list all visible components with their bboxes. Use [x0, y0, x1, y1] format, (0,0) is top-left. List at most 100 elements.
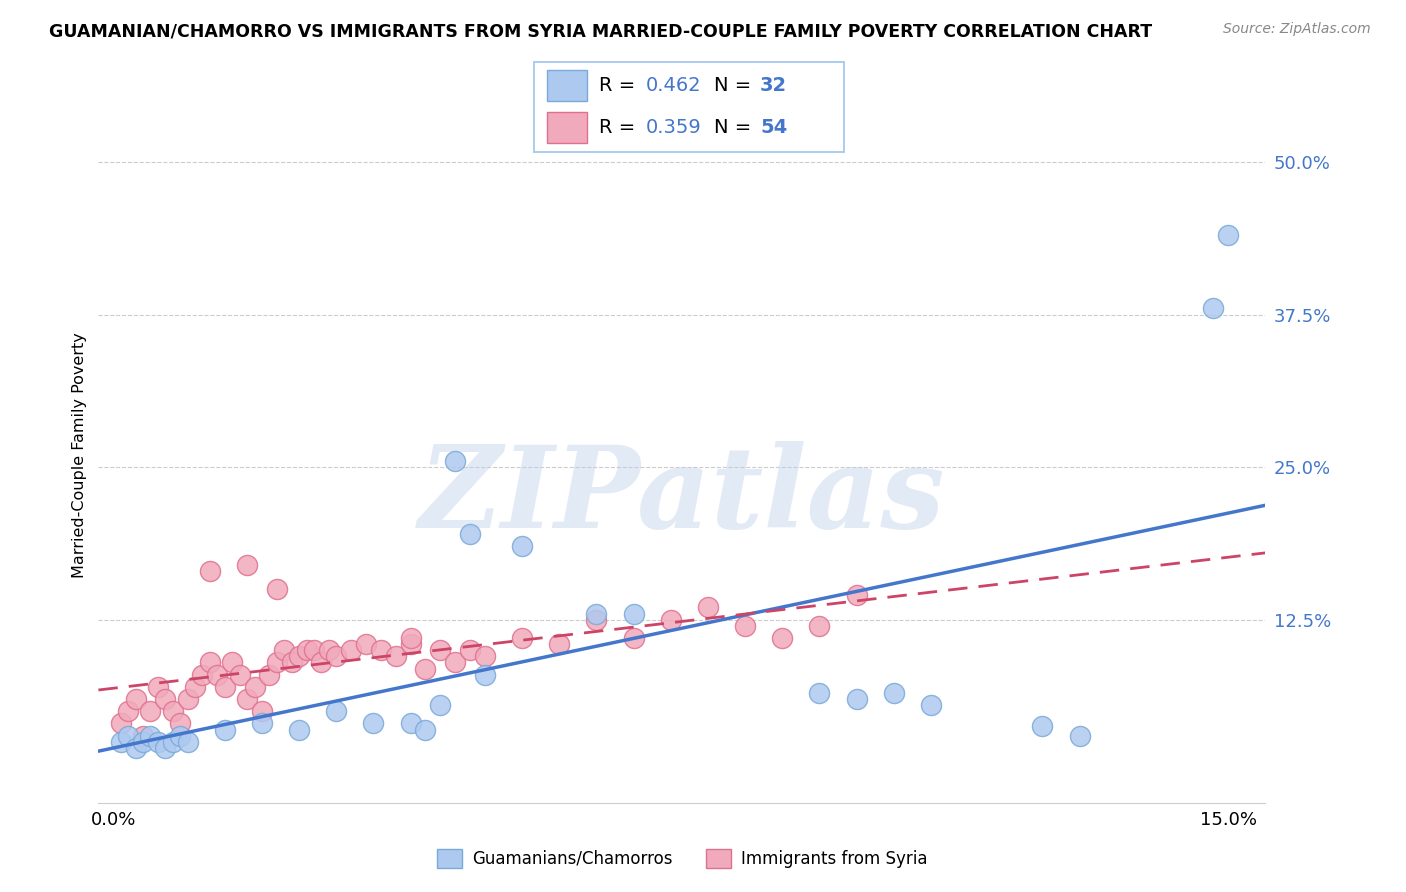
Point — [110, 735, 132, 749]
Point — [585, 613, 607, 627]
Point — [697, 600, 720, 615]
Point — [155, 740, 177, 755]
Point — [132, 729, 155, 743]
Point — [273, 643, 295, 657]
Text: N =: N = — [714, 118, 758, 136]
Point — [1031, 719, 1053, 733]
Point — [384, 649, 406, 664]
Point — [295, 643, 318, 657]
Point — [139, 704, 162, 718]
Point — [415, 723, 437, 737]
Point — [207, 667, 229, 681]
Point — [623, 631, 645, 645]
Text: 0.359: 0.359 — [645, 118, 702, 136]
Point — [169, 716, 191, 731]
Point — [228, 667, 250, 681]
Point — [770, 631, 793, 645]
Text: R =: R = — [599, 76, 641, 95]
Point — [920, 698, 942, 713]
Point — [176, 692, 198, 706]
Point — [429, 698, 451, 713]
Point — [243, 680, 266, 694]
Point — [124, 740, 146, 755]
Point — [548, 637, 571, 651]
Point — [444, 454, 467, 468]
Point — [221, 656, 243, 670]
Point — [734, 619, 756, 633]
Point — [474, 667, 496, 681]
Point — [198, 656, 221, 670]
Point — [288, 723, 311, 737]
FancyBboxPatch shape — [547, 70, 586, 101]
Point — [198, 564, 221, 578]
Point — [280, 656, 302, 670]
Point — [883, 686, 905, 700]
Point — [146, 735, 169, 749]
Point — [266, 582, 288, 597]
Y-axis label: Married-Couple Family Poverty: Married-Couple Family Poverty — [72, 332, 87, 578]
Point — [429, 643, 451, 657]
Point — [162, 704, 184, 718]
Point — [214, 723, 236, 737]
Text: 0.462: 0.462 — [645, 76, 702, 95]
Point — [354, 637, 377, 651]
Point — [259, 667, 281, 681]
Text: 54: 54 — [761, 118, 787, 136]
Point — [236, 558, 259, 572]
Point — [155, 692, 177, 706]
Point — [184, 680, 207, 694]
Point — [191, 667, 214, 681]
Point — [363, 716, 385, 731]
Point — [266, 656, 288, 670]
Point — [325, 649, 347, 664]
Point — [1069, 729, 1091, 743]
Point — [1218, 228, 1240, 243]
Point — [124, 692, 146, 706]
Point — [845, 692, 868, 706]
Point — [458, 527, 481, 541]
Point — [214, 680, 236, 694]
Point — [176, 735, 198, 749]
Point — [117, 704, 139, 718]
Point — [808, 619, 831, 633]
Point — [146, 680, 169, 694]
Point — [302, 643, 325, 657]
Point — [236, 692, 259, 706]
Point — [250, 704, 273, 718]
Point — [845, 588, 868, 602]
Point — [399, 716, 422, 731]
Text: GUAMANIAN/CHAMORRO VS IMMIGRANTS FROM SYRIA MARRIED-COUPLE FAMILY POVERTY CORREL: GUAMANIAN/CHAMORRO VS IMMIGRANTS FROM SY… — [49, 22, 1153, 40]
Point — [370, 643, 392, 657]
Point — [117, 729, 139, 743]
Point — [399, 631, 422, 645]
Point — [399, 637, 422, 651]
Point — [340, 643, 363, 657]
Point — [444, 656, 467, 670]
Point — [250, 716, 273, 731]
Point — [132, 735, 155, 749]
Point — [110, 716, 132, 731]
Point — [510, 631, 533, 645]
Point — [474, 649, 496, 664]
Point — [325, 704, 347, 718]
Point — [1202, 301, 1225, 316]
Point — [162, 735, 184, 749]
Point — [288, 649, 311, 664]
Legend: Guamanians/Chamorros, Immigrants from Syria: Guamanians/Chamorros, Immigrants from Sy… — [430, 842, 934, 874]
Text: Source: ZipAtlas.com: Source: ZipAtlas.com — [1223, 22, 1371, 37]
Text: N =: N = — [714, 76, 758, 95]
Point — [808, 686, 831, 700]
Text: R =: R = — [599, 118, 641, 136]
Point — [659, 613, 682, 627]
Point — [458, 643, 481, 657]
Text: 32: 32 — [761, 76, 787, 95]
Point — [139, 729, 162, 743]
FancyBboxPatch shape — [547, 112, 586, 143]
Point — [318, 643, 340, 657]
Point — [169, 729, 191, 743]
Point — [311, 656, 333, 670]
Point — [585, 607, 607, 621]
Point — [623, 607, 645, 621]
Point — [510, 540, 533, 554]
Point — [415, 661, 437, 675]
